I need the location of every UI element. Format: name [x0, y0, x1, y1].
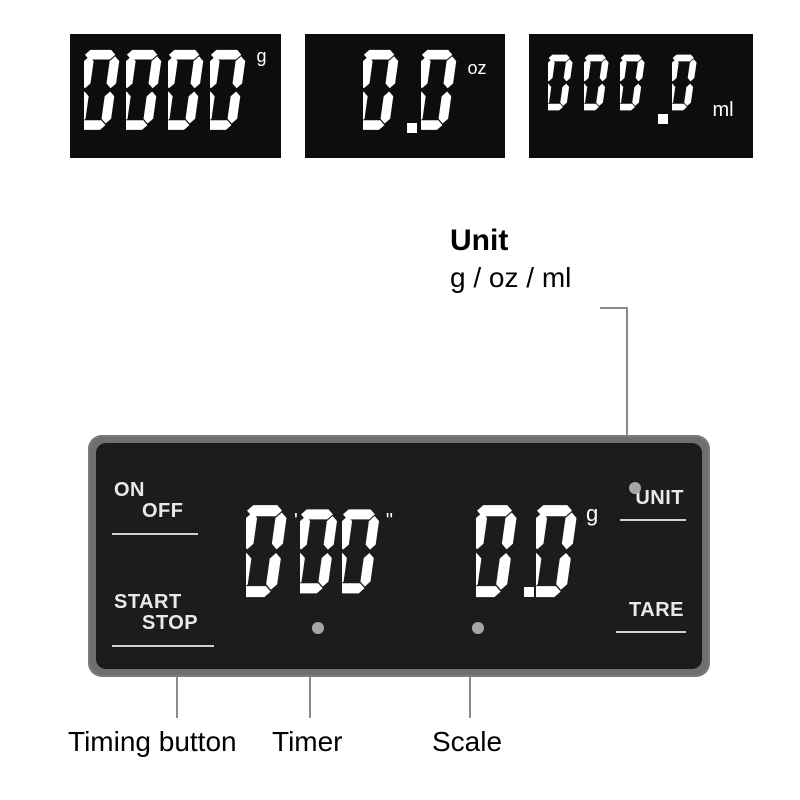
label-scale: Scale — [432, 726, 502, 758]
marker-dot-icon — [472, 622, 484, 634]
on-off-button[interactable]: ON OFF — [114, 479, 184, 523]
device-face: ON OFF START STOP UNIT TARE ' " — [96, 443, 702, 669]
marker-dot-icon — [312, 622, 324, 634]
stop-label: STOP — [142, 612, 198, 635]
display-ml: ml — [529, 34, 753, 158]
decimal-point-icon — [658, 114, 668, 124]
label-timing-button: Timing button — [68, 726, 237, 758]
unit-g-label: g — [256, 46, 266, 67]
minute-tick-icon: ' — [294, 510, 298, 533]
unit-oz-label: oz — [467, 58, 486, 79]
timer-display: ' " — [246, 503, 393, 603]
decimal-point-icon — [407, 123, 417, 133]
scale-unit-label: g — [586, 501, 598, 527]
top-display-row: g oz ml — [70, 34, 753, 158]
off-label: OFF — [142, 500, 184, 523]
divider — [620, 519, 686, 521]
scale-display — [476, 503, 582, 603]
tare-button[interactable]: TARE — [629, 599, 684, 622]
unit-subtitle: g / oz / ml — [450, 262, 571, 294]
on-label: ON — [114, 479, 145, 501]
start-stop-button[interactable]: START STOP — [114, 591, 198, 635]
divider — [112, 533, 198, 535]
scale-device: ON OFF START STOP UNIT TARE ' " — [88, 435, 710, 677]
second-tick-icon: " — [386, 510, 393, 533]
marker-dot-icon — [629, 482, 641, 494]
unit-ml-label: ml — [712, 99, 733, 122]
divider — [616, 631, 686, 633]
divider — [112, 645, 214, 647]
unit-button[interactable]: UNIT — [635, 487, 684, 510]
decimal-point-icon — [524, 587, 534, 597]
start-label: START — [114, 591, 182, 613]
unit-annotation: Unit g / oz / ml — [450, 224, 571, 294]
label-timer: Timer — [272, 726, 343, 758]
display-grams: g — [70, 34, 281, 158]
unit-title: Unit — [450, 224, 571, 258]
display-ounces: oz — [305, 34, 505, 158]
